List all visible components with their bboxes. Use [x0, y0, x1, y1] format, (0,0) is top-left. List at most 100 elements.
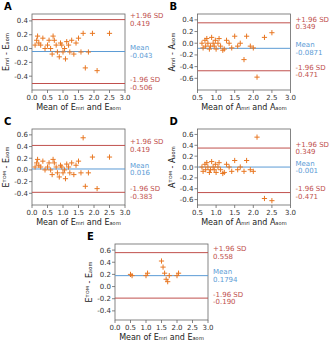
- scatter-point: [216, 160, 221, 165]
- reference-line: [198, 22, 291, 23]
- x-tick-label: 0.0: [26, 94, 37, 102]
- x-tick: [216, 90, 217, 93]
- scatter-point: [254, 75, 259, 80]
- scatter-point: [159, 258, 164, 263]
- annotation: +1.96 SD0.349: [296, 141, 330, 157]
- annotation: -1.96 SD-0.383: [130, 185, 160, 201]
- y-tick-label: -0.4: [14, 73, 28, 81]
- panel-title: A: [4, 1, 12, 12]
- scatter-point: [207, 170, 212, 175]
- plot-frame: [115, 244, 208, 320]
- scatter-point: [162, 271, 167, 276]
- scatter-point: [40, 36, 45, 41]
- annotation-line: -0.043: [130, 52, 153, 60]
- scatter-point: [66, 42, 71, 47]
- x-tick: [47, 90, 48, 93]
- scatter-point: [241, 169, 246, 174]
- scatter-point: [48, 46, 53, 51]
- scatter-point: [251, 45, 256, 50]
- scatter-point: [95, 68, 100, 73]
- scatter-point: [235, 167, 240, 172]
- scatter-point: [50, 157, 55, 162]
- reference-line: [198, 148, 291, 149]
- y-tick: [195, 177, 198, 178]
- x-tick-label: 2.0: [248, 94, 259, 102]
- scatter-point: [45, 42, 50, 47]
- scatter-point: [160, 265, 165, 270]
- y-tick: [29, 48, 32, 49]
- scatter-point: [227, 164, 232, 169]
- scatter-point: [63, 176, 68, 181]
- scatter-point: [229, 45, 234, 50]
- annotation-line: 0.558: [213, 253, 233, 261]
- plot-area: [115, 253, 208, 298]
- annotation-line: -0.001: [296, 167, 319, 175]
- x-tick: [125, 90, 126, 93]
- panel: 0.00.51.01.52.02.53.0-0.4-0.20.00.20.40.…: [2, 116, 164, 227]
- x-tick-label: 2.0: [171, 324, 182, 332]
- scatter-point: [262, 35, 267, 40]
- scatter-point: [244, 158, 249, 163]
- reference-line: [32, 145, 125, 146]
- plot-frame: [32, 129, 125, 205]
- reference-line: [115, 275, 208, 276]
- x-tick-label: 1.0: [57, 94, 68, 102]
- y-tick-label: -0.2: [14, 178, 28, 186]
- x-tick-label: 1.0: [211, 209, 222, 217]
- scatter-point: [81, 135, 86, 140]
- x-tick-label: 3.0: [202, 324, 213, 332]
- x-tick-label: 0.5: [42, 209, 53, 217]
- panel: 0.51.01.52.02.53.0-0.6-0.4-0.20.00.20.40…: [168, 116, 330, 227]
- y-axis-label: Eₘᵣᵢ - Eₐₒₘ: [2, 33, 11, 71]
- scatter-point: [262, 196, 267, 201]
- y-tick-label: 0.0: [100, 283, 111, 291]
- scatter-point: [215, 164, 220, 169]
- scatter-point: [229, 169, 234, 174]
- x-tick: [271, 90, 272, 93]
- annotation-line: 0.349: [296, 23, 316, 31]
- x-tick: [125, 205, 126, 208]
- y-tick: [29, 62, 32, 63]
- x-axis-label: Mean of Eₘᵣᵢ and Eₐₒₘ: [36, 103, 121, 112]
- x-tick-label: 0.0: [26, 209, 37, 217]
- annotation: +1.96 SD0.419: [130, 12, 164, 28]
- y-tick-label: -0.2: [180, 174, 194, 182]
- reference-line: [32, 19, 125, 20]
- scatter-point: [35, 157, 40, 162]
- scatter-point: [238, 41, 243, 46]
- x-tick-label: 0.5: [192, 94, 203, 102]
- x-tick: [109, 205, 110, 208]
- annotation: +1.96 SD0.349: [296, 16, 330, 32]
- y-tick-label: -0.2: [97, 295, 111, 303]
- plot-frame: [32, 14, 125, 90]
- y-tick: [195, 188, 198, 189]
- annotation: Mean-0.043: [130, 44, 153, 60]
- annotation-line: -0.190: [213, 298, 236, 306]
- annotation-line: -0.471: [296, 71, 319, 79]
- y-tick-label: -0.4: [180, 63, 194, 71]
- scatter-point: [38, 42, 43, 47]
- y-tick: [112, 286, 115, 287]
- scatter-point: [204, 36, 209, 41]
- x-tick-label: 0.5: [125, 324, 136, 332]
- x-tick: [109, 90, 110, 93]
- panel-title: C: [4, 116, 11, 127]
- annotation-line: 0.349: [296, 148, 316, 156]
- y-tick-label: -0.6: [180, 196, 194, 204]
- x-tick: [290, 205, 291, 208]
- y-tick-label: 0.0: [17, 166, 28, 174]
- x-tick-label: 0.0: [109, 324, 120, 332]
- x-tick: [47, 205, 48, 208]
- y-tick: [112, 250, 115, 251]
- y-tick-label: 0.2: [182, 153, 193, 161]
- y-tick: [195, 78, 198, 79]
- annotation: -1.96 SD-0.506: [130, 76, 160, 92]
- x-tick: [234, 90, 235, 93]
- panel: 0.00.51.01.52.02.53.0-0.4-0.20.00.20.4Me…: [2, 1, 164, 112]
- x-tick: [78, 205, 79, 208]
- x-tick: [32, 90, 33, 93]
- y-tick: [195, 54, 198, 55]
- x-tick: [208, 320, 209, 323]
- annotation-line: -0.506: [130, 84, 153, 92]
- x-tick: [78, 90, 79, 93]
